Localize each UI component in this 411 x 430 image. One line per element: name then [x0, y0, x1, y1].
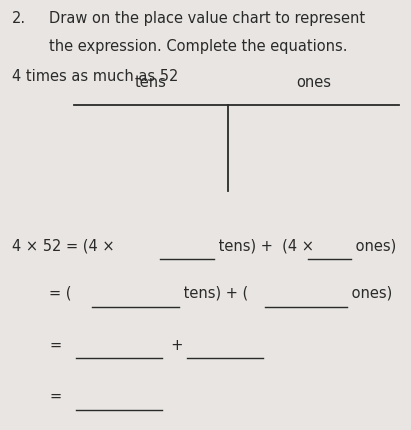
Text: tens) + (: tens) + (	[179, 286, 248, 301]
Text: =: =	[49, 389, 62, 404]
Text: tens) +  (4 ×: tens) + (4 ×	[214, 239, 314, 254]
Text: =: =	[49, 338, 62, 353]
Text: the expression. Complete the equations.: the expression. Complete the equations.	[49, 39, 348, 54]
Text: Draw on the place value chart to represent: Draw on the place value chart to represe…	[49, 11, 365, 26]
Text: tens: tens	[135, 75, 167, 90]
Text: ones): ones)	[347, 286, 393, 301]
Text: ones): ones)	[351, 239, 397, 254]
Text: +: +	[162, 338, 184, 353]
Text: 2.: 2.	[12, 11, 26, 26]
Text: 4 times as much as 52: 4 times as much as 52	[12, 69, 179, 84]
Text: ones: ones	[296, 75, 331, 90]
Text: = (: = (	[49, 286, 72, 301]
Text: 4 × 52 = (4 ×: 4 × 52 = (4 ×	[12, 239, 115, 254]
